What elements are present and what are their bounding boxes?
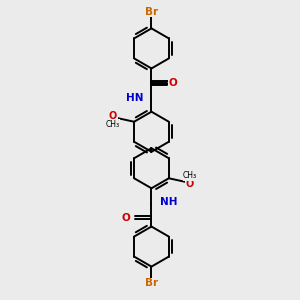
Text: O: O <box>121 213 130 223</box>
Text: O: O <box>186 178 194 189</box>
Text: Br: Br <box>145 7 158 17</box>
Text: CH₃: CH₃ <box>183 171 197 180</box>
Text: O: O <box>109 111 117 122</box>
Text: NH: NH <box>160 197 177 207</box>
Text: O: O <box>169 78 177 88</box>
Text: HN: HN <box>126 93 143 103</box>
Text: CH₃: CH₃ <box>106 120 120 129</box>
Text: Br: Br <box>145 278 158 288</box>
